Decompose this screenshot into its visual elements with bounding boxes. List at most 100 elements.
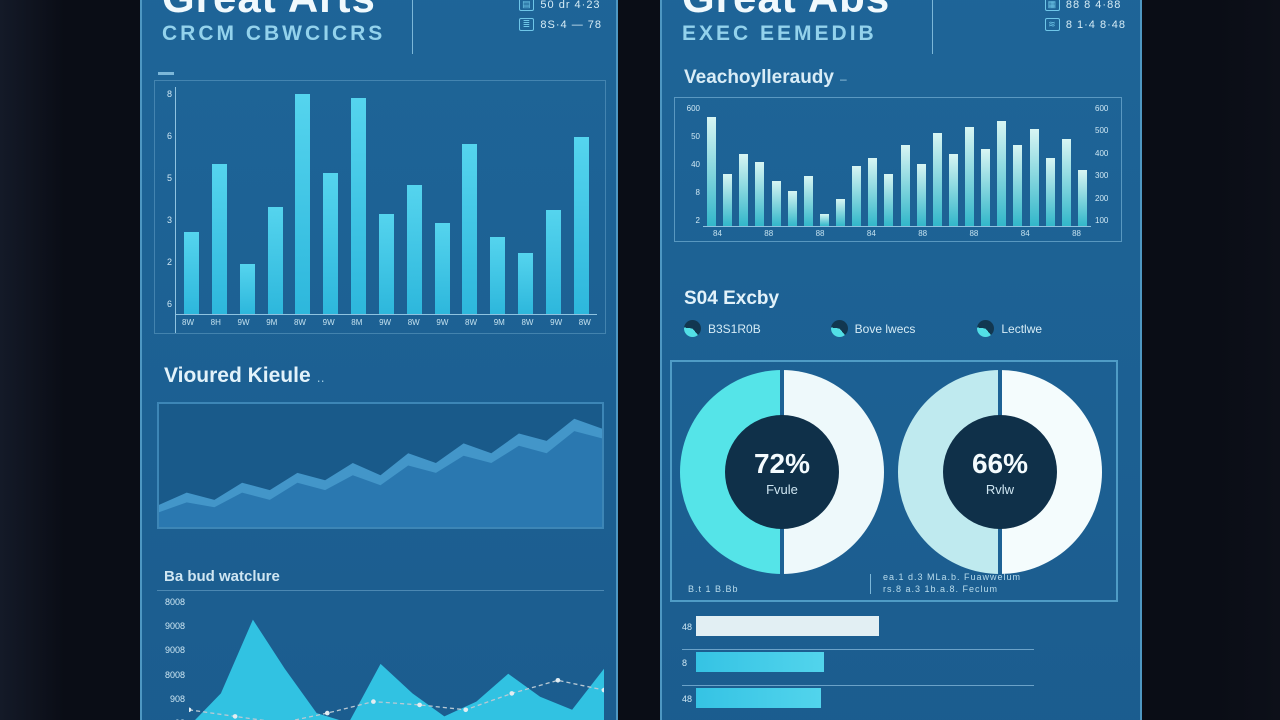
legend-item[interactable]: B3S1R0B bbox=[684, 320, 831, 337]
axis-label: 84 bbox=[866, 229, 876, 238]
bar bbox=[1045, 157, 1055, 226]
stat-row: ≋ 8 1·4 8·48 bbox=[1044, 18, 1126, 31]
bar bbox=[184, 232, 199, 314]
donut-label: Rvlw bbox=[985, 481, 1015, 497]
right-panel-subtitle: EXEC EEMEDIB bbox=[682, 22, 877, 45]
bar bbox=[965, 126, 974, 226]
bar bbox=[518, 252, 534, 314]
stat-text: 88 8 4·88 bbox=[1065, 0, 1122, 11]
axis-label: 2 bbox=[166, 257, 172, 267]
axis-label: 300 bbox=[1095, 171, 1109, 181]
stat-row: ▤ 50 dr 4·23 bbox=[519, 0, 602, 11]
axis-label: 88 bbox=[1072, 229, 1081, 238]
axis-label: 3 bbox=[166, 215, 172, 225]
bar bbox=[434, 223, 450, 314]
donut-chart-right: 66% Rvlw bbox=[898, 370, 1102, 574]
bar bbox=[723, 173, 733, 226]
left-bottom-chart: 8008 9008 9008 8008 908 98 bbox=[157, 590, 604, 720]
legend-item[interactable]: Lectlwe bbox=[977, 320, 1124, 337]
bar bbox=[707, 116, 716, 226]
left-dashboard-panel: Great Arts CRCM CBWCICRS ▤ 50 dr 4·23 ≣ … bbox=[140, 0, 618, 720]
bar bbox=[771, 181, 781, 226]
axis-label: 98 bbox=[175, 718, 185, 720]
bar bbox=[916, 164, 926, 226]
bar bbox=[406, 184, 422, 314]
left-panel-subtitle: CRCM CBWCICRS bbox=[162, 22, 386, 45]
axis-label: 9W bbox=[436, 318, 449, 327]
bar bbox=[378, 214, 394, 314]
right-bar-chart: 600 50 40 8 2 84 88 88 84 88 88 84 88 600 500 400 300 2… bbox=[674, 97, 1122, 242]
legend-item[interactable]: Bove lwecs bbox=[830, 320, 978, 337]
axis-label: 2 bbox=[695, 216, 700, 225]
axis-label: 9008 bbox=[164, 645, 185, 656]
axis-label: 6 bbox=[166, 299, 172, 309]
bar bbox=[884, 173, 894, 226]
bar-series bbox=[176, 87, 597, 315]
donut-caption-right: ea.1 d.3 MLa.b. Fuawwelum rs.8 a.3 1b.a.… bbox=[883, 572, 1021, 594]
axis-label: 8W bbox=[521, 318, 534, 327]
tick-mark bbox=[158, 72, 174, 75]
bar bbox=[755, 161, 765, 226]
axis-label: 6 bbox=[166, 131, 172, 141]
axis-label: 8M bbox=[351, 318, 363, 327]
donut-center: 66% Rvlw bbox=[943, 415, 1057, 529]
legend-label: Lectlwe bbox=[1001, 321, 1043, 336]
legend-dot-icon bbox=[977, 320, 995, 337]
hbar-row: 48 bbox=[682, 688, 1034, 720]
axis-label: 8W bbox=[293, 318, 306, 327]
axis-label: 9008 bbox=[164, 621, 185, 632]
axis-label: 600 bbox=[686, 104, 700, 113]
bar bbox=[545, 209, 561, 314]
donut-captions: B.t 1 B.Bb ea.1 d.3 MLa.b. Fuawwelum rs.… bbox=[688, 572, 1106, 594]
axis-label: 9W bbox=[237, 318, 250, 327]
title-suffix: – bbox=[839, 72, 847, 86]
area-section-title: Vioured Kieule ‥ bbox=[164, 364, 325, 388]
caption-line: ea.1 d.3 MLa.b. Fuawwelum bbox=[883, 572, 1022, 582]
left-panel-title: Great Arts bbox=[162, 0, 376, 22]
x-axis-labels: 84 88 88 84 88 88 84 88 bbox=[703, 227, 1091, 241]
bar bbox=[1077, 170, 1087, 226]
bar-chart-plot: 8W 8H 9W 9M 8W 9W 8M 9W 8W 9W 8W 9M 8W 9W 8W bbox=[175, 87, 597, 333]
bottom-section-title: Ba bud watclure bbox=[164, 568, 280, 585]
axis-label: 200 bbox=[1095, 193, 1109, 203]
axis-label: 500 bbox=[1095, 126, 1109, 136]
bar bbox=[351, 98, 367, 314]
bar bbox=[239, 264, 255, 314]
bar bbox=[836, 198, 845, 226]
bar bbox=[981, 149, 991, 226]
donut-legend: B3S1R0B Bove lwecs Lectlwe bbox=[684, 320, 1124, 337]
donut-label: Fvule bbox=[766, 481, 798, 497]
legend-dot-icon bbox=[830, 320, 848, 337]
bar bbox=[932, 133, 942, 226]
calendar-icon: ▦ bbox=[1044, 0, 1060, 11]
donut-center: 72% Fvule bbox=[725, 415, 839, 529]
header-divider bbox=[412, 0, 413, 54]
right-dashboard-panel: Great Abs EXEC EEMEDIB ▦ 88 8 4·88 ≋ 8 1… bbox=[660, 0, 1142, 720]
y-axis-labels: 8 6 5 3 2 6 bbox=[159, 87, 175, 333]
list-icon: ≣ bbox=[519, 18, 535, 31]
bar bbox=[900, 145, 910, 226]
axis-label: 8008 bbox=[164, 597, 185, 607]
axis-label: 8 bbox=[682, 658, 688, 668]
bar bbox=[948, 154, 958, 226]
axis-label: 9W bbox=[550, 318, 563, 327]
bar bbox=[1013, 145, 1023, 226]
bar bbox=[211, 164, 227, 314]
hbar-row: 8 bbox=[682, 652, 1034, 686]
axis-label: 8H bbox=[210, 318, 221, 327]
area-chart-svg bbox=[159, 418, 602, 527]
axis-label: 50 bbox=[691, 132, 700, 141]
bar bbox=[696, 688, 822, 708]
stat-text: 50 dr 4·23 bbox=[540, 0, 601, 11]
hbar-row: 48 bbox=[682, 616, 1034, 650]
donut-charts-box: 72% Fvule 66% Rvlw B.t 1 B.Bb ea.1 d.3 M… bbox=[670, 360, 1118, 602]
donut-percentage: 72% bbox=[753, 447, 811, 479]
section-title-text: Vioured Kieule bbox=[164, 364, 311, 387]
bar-series bbox=[703, 102, 1091, 227]
bar bbox=[819, 213, 829, 226]
axis-label: 40 bbox=[691, 160, 700, 169]
bar bbox=[868, 157, 878, 226]
y-axis-labels-right: 600 500 400 300 200 100 bbox=[1091, 102, 1117, 241]
bar bbox=[295, 93, 311, 314]
